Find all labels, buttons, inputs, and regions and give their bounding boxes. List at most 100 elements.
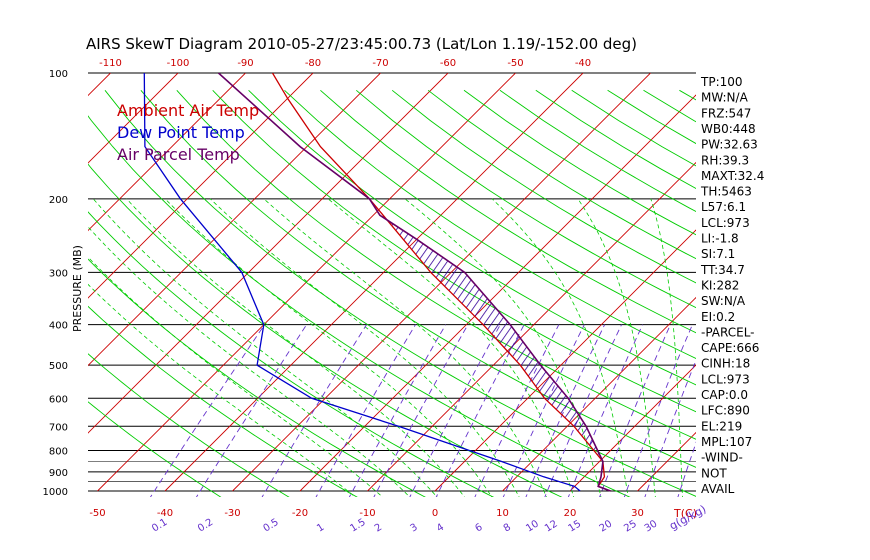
mixing-ratio-label: 6 — [473, 522, 484, 535]
stat-line: AVAIL — [701, 482, 735, 496]
dry-adiabat-line — [88, 163, 563, 497]
mixing-ratio-line — [502, 324, 585, 497]
pressure-tick-1000: 1000 — [43, 487, 68, 498]
dry-adiabat-line — [88, 305, 358, 497]
isotherm-line — [569, 364, 696, 492]
stat-line: MPL:107 — [701, 435, 752, 449]
top-temp-tick: -90 — [237, 58, 253, 69]
mixing-ratio-line — [149, 324, 265, 497]
mixing-ratio-line — [373, 324, 469, 497]
stat-line: MAXT:32.4 — [701, 169, 764, 183]
stat-line: -PARCEL- — [701, 325, 755, 339]
isotherm-line — [299, 94, 696, 492]
dry-adiabat-line — [643, 89, 696, 123]
stat-line: SI:7.1 — [701, 247, 735, 261]
dry-adiabat-line — [88, 115, 631, 497]
legend-dewpoint: Dew Point Temp — [117, 123, 245, 142]
bottom-temp-tick: -10 — [359, 508, 375, 519]
thermo-grid — [88, 73, 870, 500]
top-temp-tick: -40 — [575, 58, 591, 69]
bottom-temp-tick: -20 — [292, 508, 308, 519]
profile-series — [143, 73, 611, 492]
stat-line: LCL:973 — [701, 216, 750, 230]
moist-adiabat-line — [88, 283, 356, 497]
pressure-tick-600: 600 — [49, 394, 68, 405]
stat-line: -WIND- — [701, 451, 743, 465]
mixing-ratio-label: 0.5 — [261, 517, 280, 535]
isobar-lines — [88, 72, 696, 492]
dry-adiabat-line — [751, 90, 870, 500]
stat-line: TH:5463 — [700, 185, 752, 199]
mixing-ratio-label: 20 — [598, 518, 615, 534]
pressure-tick-200: 200 — [49, 195, 68, 206]
pressure-tick-400: 400 — [49, 321, 68, 332]
mixing-ratio-line — [348, 324, 447, 497]
isotherm-line — [773, 73, 870, 491]
moist-adiabat-line — [491, 198, 629, 497]
dry-adiabat-line — [104, 90, 696, 497]
isotherm-line — [502, 296, 696, 492]
dry-adiabat-line — [88, 353, 290, 497]
bottom-temp-tick: -40 — [157, 508, 173, 519]
pressure-tick-900: 900 — [49, 468, 68, 479]
isotherm-line — [840, 73, 870, 491]
legend-parcel: Air Parcel Temp — [117, 145, 240, 164]
moist-adiabat-line — [404, 198, 602, 497]
mixing-ratio-label: 8 — [502, 522, 513, 535]
mixing-ratio-label: 30 — [643, 518, 660, 534]
isotherm-line — [88, 73, 314, 299]
stat-line: MW:N/A — [701, 91, 749, 105]
legend: Ambient Air Temp Dew Point Temp Air Parc… — [117, 101, 259, 164]
mixing-ratio-line — [525, 324, 606, 497]
moist-adiabat-line — [88, 226, 411, 497]
isotherm-line — [88, 73, 179, 164]
stat-line: L57:6.1 — [701, 200, 746, 214]
mixing-ratio-label: 15 — [567, 518, 584, 534]
mixing-ratio-line — [644, 359, 696, 497]
bottom-temp-tick: 10 — [496, 508, 509, 519]
dry-adiabat-line — [248, 89, 696, 386]
bottom-temp-tick: -50 — [89, 508, 105, 519]
dry-adiabat-line — [284, 89, 696, 359]
stat-line: LFC:890 — [701, 404, 750, 418]
moist-adiabat-line — [327, 198, 575, 497]
mixing-ratio-line — [623, 324, 693, 497]
moist-adiabat-line — [577, 198, 656, 497]
dry-adiabat-line — [176, 89, 696, 440]
stat-line: CAPE:666 — [701, 341, 759, 355]
legend-ambient: Ambient Air Temp — [117, 101, 259, 120]
mixing-ratio-line — [409, 324, 501, 497]
dry-adiabat-line — [427, 89, 696, 260]
dry-adiabat-line — [787, 90, 870, 500]
isotherm-line — [88, 73, 246, 232]
bottom-temp-tick: 20 — [564, 508, 577, 519]
top-temp-tick: -100 — [167, 58, 190, 69]
mixing-ratio-label: 10 — [524, 518, 541, 534]
mixing-ratio-label: 0.2 — [196, 517, 215, 535]
dry-adiabat-line — [88, 258, 426, 497]
parcel-line — [217, 73, 611, 492]
pressure-tick-300: 300 — [49, 268, 68, 279]
mixing-ratio-label: 4 — [435, 522, 446, 535]
top-temp-tick: -70 — [372, 58, 388, 69]
mixing-ratio-label: 2 — [373, 522, 384, 535]
top-unit-label: T(C) — [673, 507, 697, 520]
stat-line: LCL:973 — [701, 372, 750, 386]
moist-adiabat-line — [92, 198, 438, 497]
dry-adiabat-line — [320, 89, 696, 334]
moist-adiabat-line — [164, 198, 493, 497]
mixing-ratio-line — [599, 324, 671, 497]
moist-adiabat-line — [126, 198, 465, 497]
stat-line: TT:34.7 — [700, 263, 745, 277]
stat-line: LI:-1.8 — [701, 232, 739, 246]
mixing-ratio-label: 1.5 — [348, 517, 367, 535]
ambient-temp-line — [271, 73, 611, 492]
dry-adiabat-line — [140, 90, 696, 468]
stat-line: SW:N/A — [701, 294, 746, 308]
top-temp-tick: -110 — [99, 58, 122, 69]
mixing-ratio-lines — [149, 324, 696, 497]
mixing-ratio-line — [544, 324, 622, 497]
stat-line: TP:100 — [700, 75, 743, 89]
top-temp-tick: -60 — [440, 58, 456, 69]
